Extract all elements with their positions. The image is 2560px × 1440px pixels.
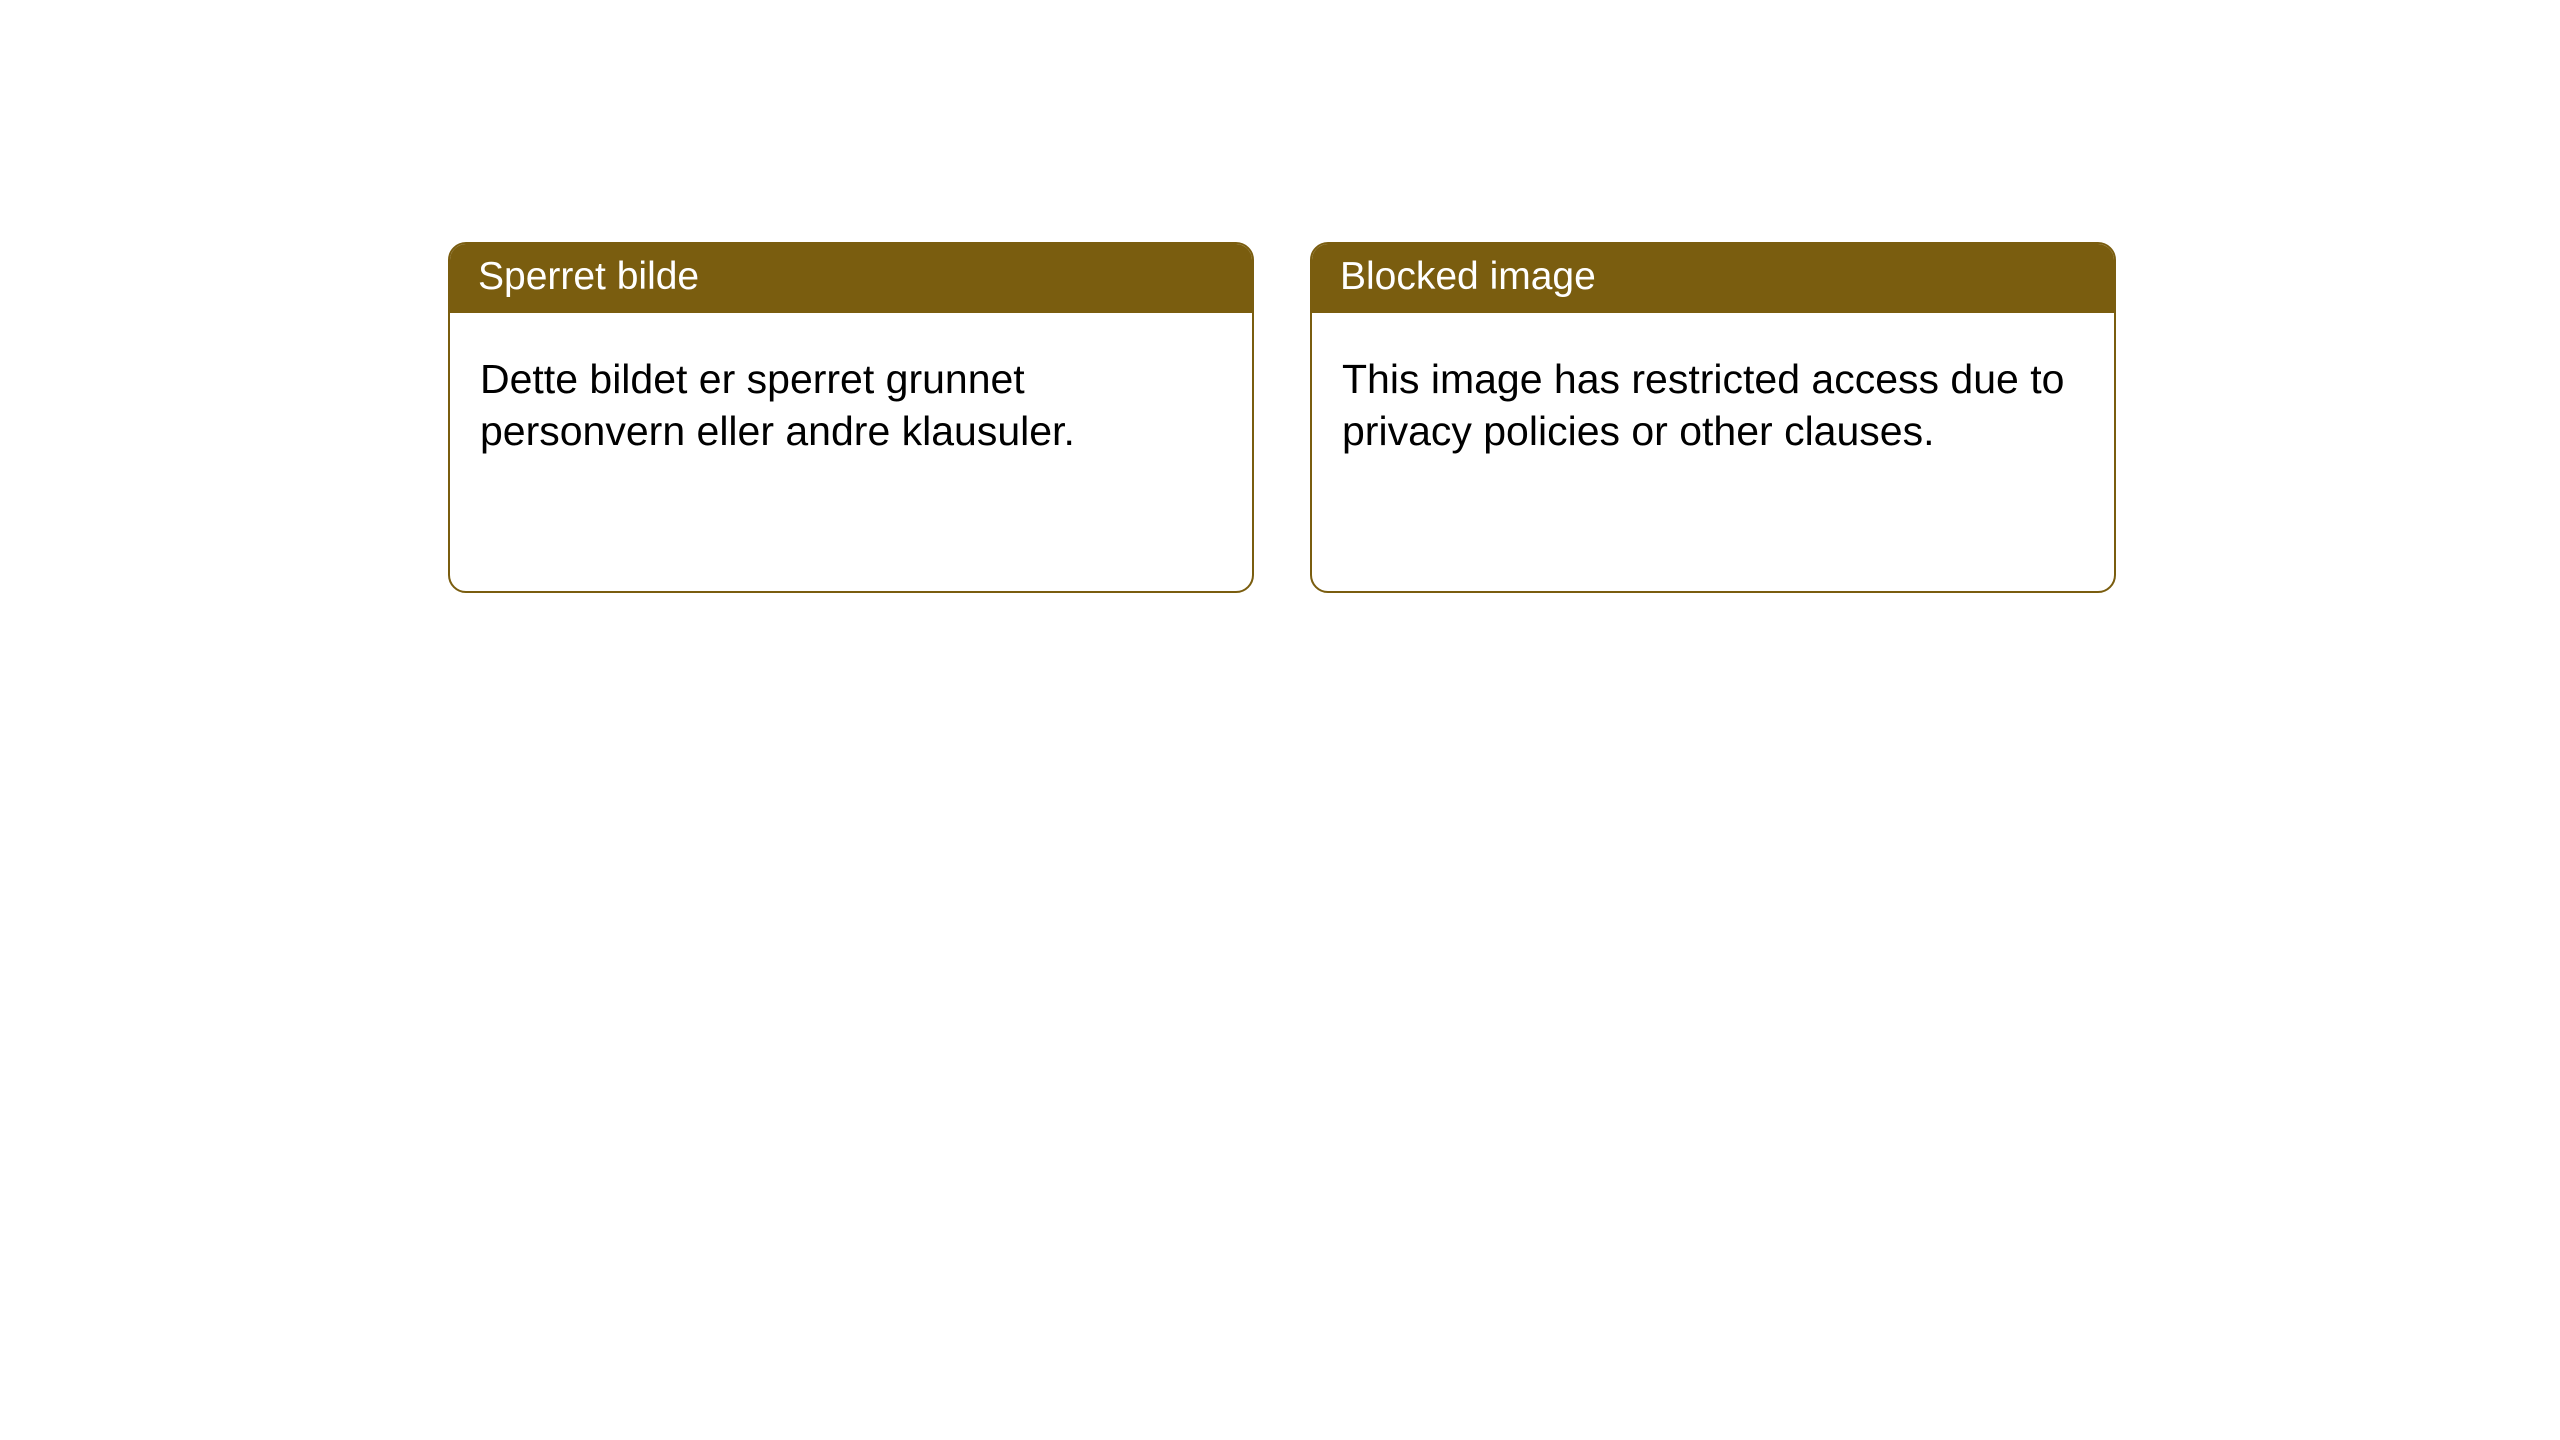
notice-card-body-text: This image has restricted access due to … [1342, 353, 2084, 458]
notice-card-english: Blocked image This image has restricted … [1310, 242, 2116, 593]
notice-card-norwegian: Sperret bilde Dette bildet er sperret gr… [448, 242, 1254, 593]
notice-card-title: Sperret bilde [478, 255, 699, 298]
notice-card-body: This image has restricted access due to … [1312, 313, 2114, 591]
notice-card-body: Dette bildet er sperret grunnet personve… [450, 313, 1252, 591]
notice-cards-container: Sperret bilde Dette bildet er sperret gr… [0, 0, 2560, 593]
notice-card-body-text: Dette bildet er sperret grunnet personve… [480, 353, 1222, 458]
notice-card-header: Blocked image [1312, 244, 2114, 313]
notice-card-header: Sperret bilde [450, 244, 1252, 313]
notice-card-title: Blocked image [1340, 255, 1596, 298]
